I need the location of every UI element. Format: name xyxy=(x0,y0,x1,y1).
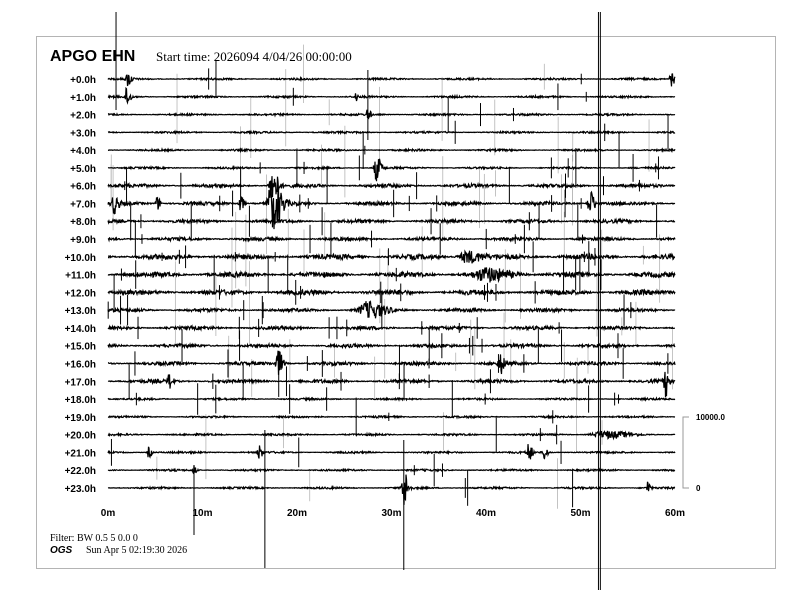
scale-bottom-label: 0 xyxy=(696,484,701,493)
x-tick-label: 60m xyxy=(665,508,685,519)
chart-subtitle: Start time: 2026094 4/04/26 00:00:00 xyxy=(156,49,352,64)
row-label: +2.0h xyxy=(70,111,96,122)
row-label: +10.0h xyxy=(65,253,96,264)
row-label: +20.0h xyxy=(65,431,96,442)
row-label: +1.0h xyxy=(70,93,96,104)
row-label: +21.0h xyxy=(65,448,96,459)
trace-row xyxy=(107,413,676,420)
row-label: +5.0h xyxy=(70,164,96,175)
trace-row xyxy=(107,235,676,243)
trace-row xyxy=(107,465,676,476)
traces xyxy=(107,12,676,590)
scale-top-label: 10000.0 xyxy=(696,413,725,422)
trace-row xyxy=(107,266,676,284)
x-tick-label: 40m xyxy=(476,508,496,519)
trace-row xyxy=(107,430,676,441)
row-label: +8.0h xyxy=(70,217,96,228)
trace-row xyxy=(107,300,676,319)
x-tick-label: 0m xyxy=(101,508,116,519)
x-tick-label: 30m xyxy=(381,508,401,519)
trace-row xyxy=(107,158,676,182)
trace-row xyxy=(107,371,676,398)
x-tick-labels: 0m 10m 20m 30m 40m 50m 60m xyxy=(101,508,685,519)
row-label: +13.0h xyxy=(65,306,96,317)
amplitude-scale-bar: 10000.0 0 xyxy=(682,413,725,493)
row-label: +0.0h xyxy=(70,75,96,86)
trace-row xyxy=(107,86,676,105)
trace-row xyxy=(107,350,676,375)
trace-row xyxy=(107,176,676,198)
trace-row xyxy=(107,444,676,460)
trace-row xyxy=(107,324,675,332)
row-label: +9.0h xyxy=(70,235,96,246)
row-label: +11.0h xyxy=(65,271,96,282)
row-labels: +0.0h +1.0h +2.0h +3.0h +4.0h +5.0h +6.0h +7.0h… xyxy=(65,75,96,495)
row-label: +19.0h xyxy=(65,413,96,424)
x-tick-label: 20m xyxy=(287,508,307,519)
row-label: +15.0h xyxy=(65,342,96,353)
trace-row xyxy=(107,341,676,350)
trace-row xyxy=(107,396,676,403)
row-label: +6.0h xyxy=(70,182,96,193)
x-tick-label: 50m xyxy=(570,508,590,519)
row-label: +12.0h xyxy=(65,288,96,299)
row-label: +3.0h xyxy=(70,128,96,139)
row-label: +14.0h xyxy=(65,324,96,335)
trace-row xyxy=(107,73,676,87)
trace-row xyxy=(107,217,676,226)
x-tick-label: 10m xyxy=(192,508,212,519)
row-label: +23.0h xyxy=(65,484,96,495)
trace-row xyxy=(107,288,676,297)
trace-row xyxy=(107,180,676,230)
scale-bar-bracket xyxy=(682,416,689,489)
row-label: +18.0h xyxy=(65,395,96,406)
row-label: +7.0h xyxy=(70,199,96,210)
plot-frame xyxy=(36,36,776,569)
trace-row xyxy=(107,129,676,136)
trace-row xyxy=(107,249,676,264)
trace-row xyxy=(107,109,676,120)
org-label: OGS xyxy=(50,545,73,556)
row-label: +16.0h xyxy=(65,359,96,370)
row-label: +4.0h xyxy=(70,146,96,157)
generated-timestamp: Sun Apr 5 02:19:30 2026 xyxy=(86,545,187,556)
trace-row xyxy=(107,147,676,154)
gray-spikes xyxy=(110,44,674,509)
chart-title: APGO EHN xyxy=(50,48,135,65)
row-label: +22.0h xyxy=(65,466,96,477)
row-label: +17.0h xyxy=(65,377,96,388)
filter-label: Filter: BW 0.5 5 0.0 0 xyxy=(50,533,138,544)
trace-row xyxy=(107,474,676,505)
